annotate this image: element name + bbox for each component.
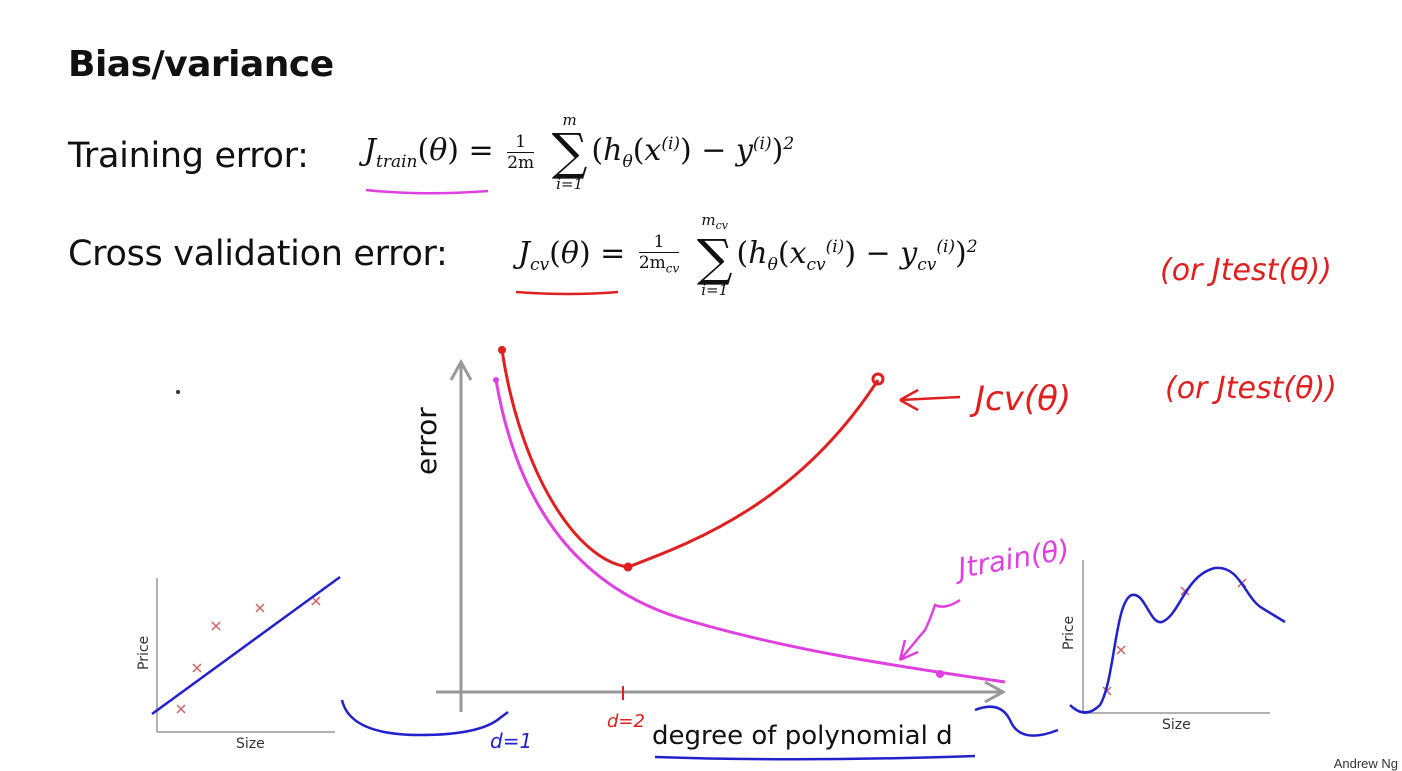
jcv-start-point [498,346,506,354]
left-x-label: Size [236,736,265,752]
d2-annotation: d=2 [607,711,645,732]
train-underline [366,190,488,193]
jcv-min-point [624,563,633,572]
jtrain-start-point [493,377,499,383]
jcv-end-point [873,374,883,384]
right-fit-curve [1070,568,1285,713]
left-y-label: Price [136,636,152,670]
jtrain-end-point [936,670,944,678]
right-y-label: Price [1061,616,1077,650]
d1-annotation: d=1 [490,729,532,753]
right-connector [975,707,1058,736]
left-data-marks [177,597,320,713]
cv-underline [516,292,618,294]
jcv-annotation: Jcv(θ) [969,379,1071,419]
main-y-label: error [410,407,443,475]
arrow-left-icon [900,390,960,410]
right-data-marks [1103,579,1246,695]
jtrain-annotation: Jtrain(θ) [951,533,1072,586]
left-fit-line [152,577,340,714]
stray-dot [176,390,180,394]
right-x-label: Size [1162,717,1191,733]
left-connector [342,700,508,735]
or-test-annotation-mid: (or Jtest(θ)) [1165,371,1337,406]
xlabel-underline [655,756,975,759]
arrow-down-icon [900,600,960,660]
main-x-label: degree of polynomial d [652,721,953,751]
author-credit: Andrew Ng [1334,756,1398,771]
or-test-annotation-top: (or Jtest(θ)) [1160,253,1332,288]
